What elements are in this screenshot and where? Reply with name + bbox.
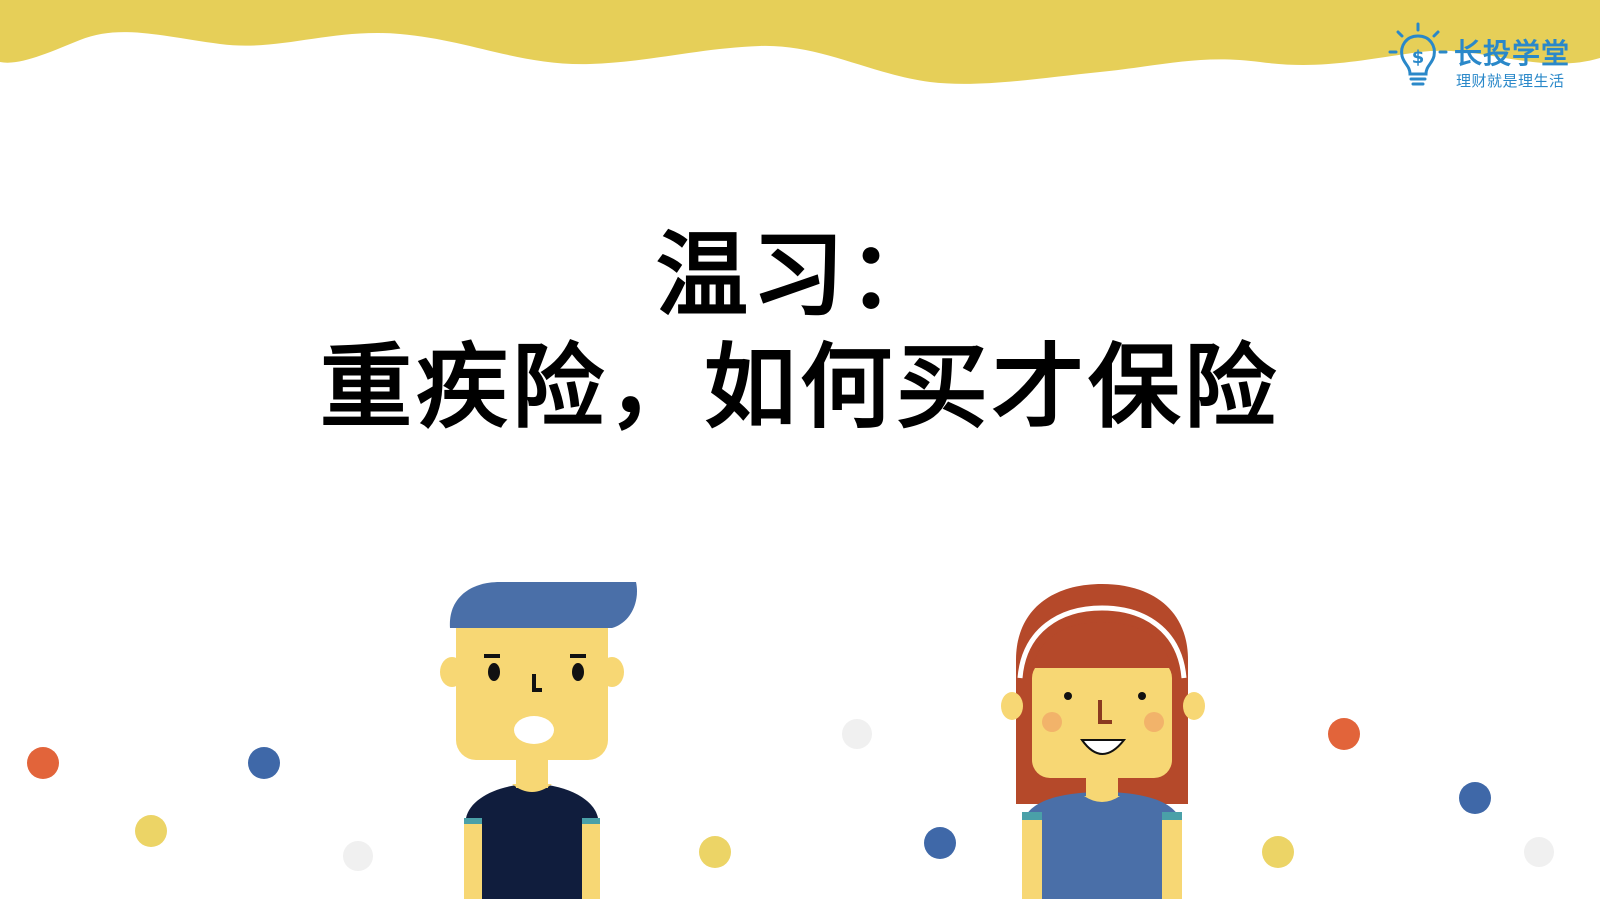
brand-name: 长投学堂 bbox=[1454, 37, 1571, 70]
brand-slogan: 理财就是理生活 bbox=[1456, 72, 1565, 90]
dot bbox=[1459, 782, 1491, 814]
top-wave-decoration bbox=[0, 0, 1600, 84]
slide-title-line-2: 重疾险，如何买才保险 bbox=[319, 334, 1280, 441]
dot bbox=[343, 841, 373, 871]
dot bbox=[1328, 718, 1360, 750]
dot bbox=[1524, 837, 1554, 867]
brand-logo: $ 长投学堂 理财就是理生活 bbox=[1388, 22, 1588, 94]
dot bbox=[924, 827, 956, 859]
svg-text:$: $ bbox=[1412, 47, 1425, 68]
lightbulb-dollar-icon: $ bbox=[1388, 22, 1448, 86]
dot bbox=[699, 836, 731, 868]
boy-character bbox=[440, 582, 637, 899]
dot bbox=[135, 815, 167, 847]
dot bbox=[1262, 836, 1294, 868]
illustration-scene bbox=[27, 582, 1554, 899]
girl-character bbox=[1001, 584, 1205, 899]
dot bbox=[248, 747, 280, 779]
dot bbox=[27, 747, 59, 779]
slide-title-line-1: 温习： bbox=[655, 222, 944, 329]
decorative-dots bbox=[27, 718, 1554, 871]
dot bbox=[842, 719, 872, 749]
